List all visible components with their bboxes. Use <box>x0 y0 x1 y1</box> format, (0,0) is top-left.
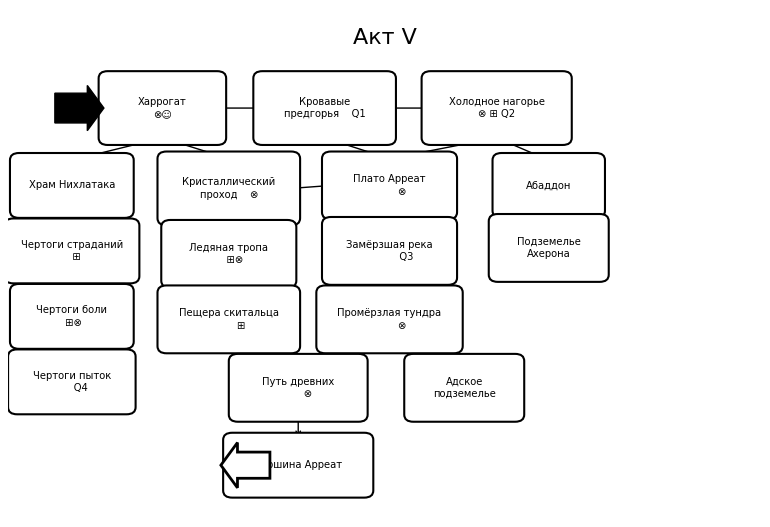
Text: Ледяная тропа
    ⊞⊗: Ледяная тропа ⊞⊗ <box>189 243 268 265</box>
Text: Подземелье
Ахерона: Подземелье Ахерона <box>517 237 581 259</box>
Text: Чертоги страданий
   ⊞: Чертоги страданий ⊞ <box>21 240 123 262</box>
FancyBboxPatch shape <box>99 71 226 145</box>
FancyBboxPatch shape <box>322 152 457 219</box>
Text: Кристаллический
проход    ⊗: Кристаллический проход ⊗ <box>182 177 276 200</box>
Text: Кровавые
предгорья    Q1: Кровавые предгорья Q1 <box>284 97 366 119</box>
FancyBboxPatch shape <box>493 153 605 218</box>
FancyBboxPatch shape <box>5 219 139 284</box>
Polygon shape <box>221 443 270 488</box>
Text: Пещера скитальца
        ⊞: Пещера скитальца ⊞ <box>179 308 279 330</box>
Text: Чертоги боли
 ⊞⊗: Чертоги боли ⊞⊗ <box>36 305 107 328</box>
FancyBboxPatch shape <box>316 286 463 353</box>
Text: Плато Арреат
        ⊗: Плато Арреат ⊗ <box>353 174 426 197</box>
FancyBboxPatch shape <box>489 214 609 282</box>
FancyBboxPatch shape <box>229 354 367 422</box>
Text: Замёрзшая река
           Q3: Замёрзшая река Q3 <box>346 240 433 262</box>
FancyBboxPatch shape <box>8 349 136 414</box>
FancyBboxPatch shape <box>10 153 134 218</box>
FancyBboxPatch shape <box>158 152 300 226</box>
Text: Акт V: Акт V <box>353 28 417 48</box>
Text: Храм Нихлатака: Храм Нихлатака <box>28 180 115 190</box>
Text: Холодное нагорье
⊗ ⊞ Q2: Холодное нагорье ⊗ ⊞ Q2 <box>449 97 544 119</box>
Text: Путь древних
      ⊗: Путь древних ⊗ <box>262 377 334 399</box>
FancyBboxPatch shape <box>253 71 396 145</box>
Text: Адское
подземелье: Адское подземелье <box>433 377 496 399</box>
FancyBboxPatch shape <box>322 217 457 285</box>
Text: Харрогат
⊗☺: Харрогат ⊗☺ <box>138 97 187 119</box>
Polygon shape <box>55 85 104 131</box>
FancyBboxPatch shape <box>404 354 524 422</box>
FancyBboxPatch shape <box>158 286 300 353</box>
FancyBboxPatch shape <box>161 220 296 288</box>
FancyBboxPatch shape <box>223 433 373 497</box>
Text: Чертоги пыток
      Q4: Чертоги пыток Q4 <box>32 370 111 393</box>
Text: Вершина Арреат: Вершина Арреат <box>254 460 343 470</box>
FancyBboxPatch shape <box>422 71 572 145</box>
Text: Абаддон: Абаддон <box>526 180 571 190</box>
Text: Промёрзлая тундра
        ⊗: Промёрзлая тундра ⊗ <box>337 308 441 330</box>
FancyBboxPatch shape <box>10 284 134 349</box>
